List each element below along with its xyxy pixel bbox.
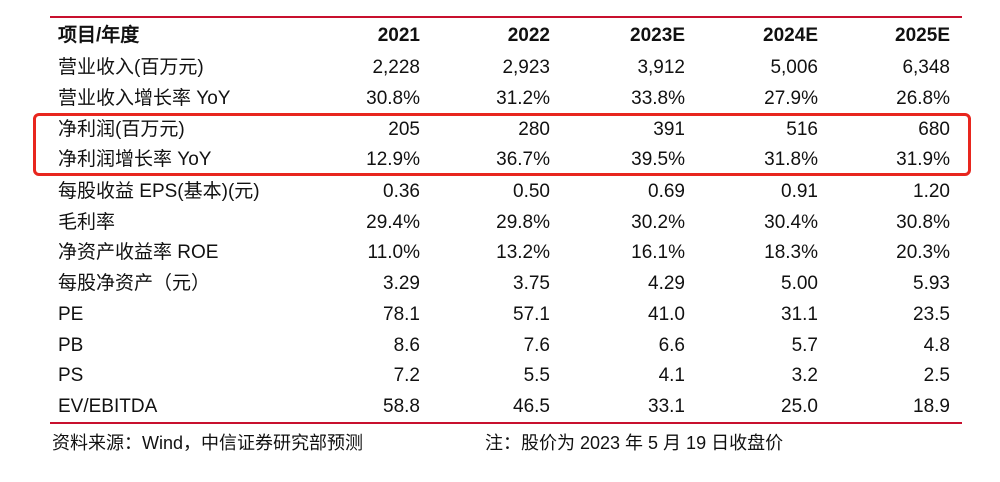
table-cell: 2,923: [502, 57, 550, 78]
table-cell: 31.1: [781, 304, 818, 325]
table-cell: 0.36: [383, 181, 420, 202]
table-cell: 57.1: [513, 304, 550, 325]
table-cell: 3.2: [791, 365, 818, 386]
row-label: 净利润增长率 YoY: [58, 149, 212, 170]
header-item-year: 项目/年度: [58, 25, 140, 46]
table-cell: 8.6: [393, 335, 420, 356]
table-cell: 11.0%: [367, 242, 420, 263]
table-header-row: 项目/年度 2021 2022 2023E 2024E 2025E: [50, 21, 962, 51]
table-row: 毛利率 29.4% 29.8% 30.2% 30.4% 30.8%: [50, 208, 962, 238]
table-cell: 3,912: [637, 57, 685, 78]
header-2022: 2022: [507, 25, 550, 46]
table-cell: 516: [786, 119, 818, 140]
table-cell: 5.7: [791, 335, 818, 356]
table-cell: 3.29: [383, 273, 420, 294]
table-cell: 27.9%: [764, 88, 818, 109]
table-cell: 5.00: [781, 273, 818, 294]
table-row: 营业收入(百万元) 2,228 2,923 3,912 5,006 6,348: [50, 53, 962, 83]
table-cell: 205: [388, 119, 420, 140]
table-cell: 26.8%: [896, 88, 950, 109]
row-label: 每股收益 EPS(基本)(元): [58, 181, 260, 202]
table-cell: 33.1: [648, 396, 685, 417]
table-cell: 29.4%: [366, 212, 420, 233]
highlight-box: [33, 113, 971, 176]
table-cell: 5,006: [770, 57, 818, 78]
table-cell: 31.2%: [496, 88, 550, 109]
header-2023e: 2023E: [630, 25, 685, 46]
row-label: 净资产收益率 ROE: [58, 242, 219, 263]
table-row: 营业收入增长率 YoY 30.8% 31.2% 33.8% 27.9% 26.8…: [50, 84, 962, 114]
table-cell: 7.2: [393, 365, 420, 386]
header-2021: 2021: [377, 25, 420, 46]
table-cell: 2.5: [923, 365, 950, 386]
table-cell: 2,228: [372, 57, 420, 78]
table-cell: 5.5: [523, 365, 550, 386]
table-cell: 5.93: [913, 273, 950, 294]
table-cell: 0.50: [513, 181, 550, 202]
table-row: 净利润(百万元) 205 280 391 516 680: [50, 115, 962, 145]
table-row: PE 78.1 57.1 41.0 31.1 23.5: [50, 300, 962, 330]
table-cell: 6,348: [902, 57, 950, 78]
table-cell: 13.2%: [496, 242, 550, 263]
row-label: PB: [58, 335, 84, 356]
table-cell: 0.69: [648, 181, 685, 202]
table-row: 每股净资产（元） 3.29 3.75 4.29 5.00 5.93: [50, 269, 962, 299]
table-cell: 41.0: [648, 304, 685, 325]
table-cell: 18.3%: [764, 242, 818, 263]
row-label: PE: [58, 304, 84, 325]
table-cell: 280: [518, 119, 550, 140]
table-cell: 6.6: [658, 335, 685, 356]
table-top-rule: [50, 16, 962, 18]
table-cell: 36.7%: [496, 149, 550, 170]
table-cell: 3.75: [513, 273, 550, 294]
row-label: 营业收入(百万元): [58, 57, 204, 78]
table-cell: 25.0: [781, 396, 818, 417]
table-cell: 391: [653, 119, 685, 140]
table-row: PB 8.6 7.6 6.6 5.7 4.8: [50, 331, 962, 361]
table-cell: 4.29: [648, 273, 685, 294]
table-bottom-rule: [50, 422, 962, 424]
table-cell: 4.1: [658, 365, 685, 386]
table-cell: 30.8%: [366, 88, 420, 109]
table-cell: 18.9: [913, 396, 950, 417]
table-row: EV/EBITDA 58.8 46.5 33.1 25.0 18.9: [50, 392, 962, 422]
row-label: 毛利率: [58, 212, 116, 233]
table-cell: 23.5: [913, 304, 950, 325]
table-cell: 30.2%: [631, 212, 685, 233]
header-2025e: 2025E: [895, 25, 950, 46]
row-label: EV/EBITDA: [58, 396, 158, 417]
table-cell: 0.91: [781, 181, 818, 202]
table-cell: 1.20: [913, 181, 950, 202]
table-row: 净利润增长率 YoY 12.9% 36.7% 39.5% 31.8% 31.9%: [50, 145, 962, 175]
table-cell: 680: [918, 119, 950, 140]
header-2024e: 2024E: [763, 25, 818, 46]
row-label: 净利润(百万元): [58, 119, 185, 140]
source-note: 资料来源：Wind，中信证券研究部预测: [52, 433, 364, 453]
table-cell: 20.3%: [896, 242, 950, 263]
row-label: PS: [58, 365, 84, 386]
table-cell: 31.8%: [764, 149, 818, 170]
table-cell: 46.5: [513, 396, 550, 417]
table-cell: 7.6: [523, 335, 550, 356]
table-cell: 4.8: [923, 335, 950, 356]
table-cell: 29.8%: [496, 212, 550, 233]
table-cell: 33.8%: [631, 88, 685, 109]
table-cell: 30.8%: [896, 212, 950, 233]
table-row: 每股收益 EPS(基本)(元) 0.36 0.50 0.69 0.91 1.20: [50, 177, 962, 207]
table-cell: 58.8: [383, 396, 420, 417]
table-cell: 78.1: [383, 304, 420, 325]
table-cell: 30.4%: [764, 212, 818, 233]
price-note: 注：股价为 2023 年 5 月 19 日收盘价: [485, 433, 784, 453]
row-label: 营业收入增长率 YoY: [58, 88, 231, 109]
table-cell: 39.5%: [631, 149, 685, 170]
table-row: 净资产收益率 ROE 11.0% 13.2% 16.1% 18.3% 20.3%: [50, 238, 962, 268]
table-row: PS 7.2 5.5 4.1 3.2 2.5: [50, 361, 962, 391]
table-cell: 31.9%: [896, 149, 950, 170]
row-label: 每股净资产（元）: [58, 273, 211, 294]
table-cell: 16.1%: [631, 242, 685, 263]
table-cell: 12.9%: [366, 149, 420, 170]
